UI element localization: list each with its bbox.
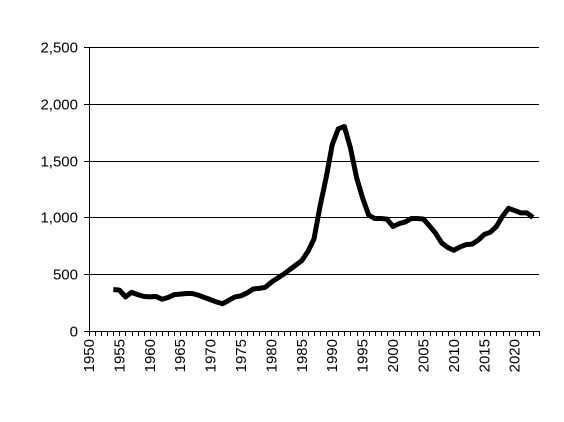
x-tick-label: 1975 <box>233 339 250 372</box>
x-tick-label: 2010 <box>446 339 463 372</box>
x-tick-label: 1960 <box>142 339 159 372</box>
gridlines <box>89 47 539 275</box>
x-tick-label: 2020 <box>507 339 524 372</box>
x-tick-label: 1990 <box>324 339 341 372</box>
y-tick-label: 500 <box>53 267 78 284</box>
x-tick-label: 2015 <box>476 339 493 372</box>
series-layer <box>113 124 535 307</box>
x-tick-label: 1970 <box>203 339 220 372</box>
x-tick-label: 1980 <box>263 339 280 372</box>
x-tick-label: 1965 <box>172 339 189 372</box>
y-tick-label: 1,000 <box>40 210 78 227</box>
tick-labels: 0 500 1,000 1,500 2,000 2,500 1950 1955 1960 1965… <box>40 40 523 373</box>
x-tick-label: 1995 <box>355 339 372 372</box>
series-line <box>113 124 535 307</box>
x-tick-label: 1955 <box>111 339 128 372</box>
axes <box>84 47 540 336</box>
y-tick-label: 0 <box>70 324 78 341</box>
x-tick-label: 2000 <box>385 339 402 372</box>
x-tick-label: 1950 <box>81 339 98 372</box>
y-tick-label: 2,000 <box>40 97 78 114</box>
y-tick-label: 2,500 <box>40 40 78 57</box>
y-tick-label: 1,500 <box>40 154 78 171</box>
x-tick-label: 1985 <box>294 339 311 372</box>
x-tick-label: 2005 <box>415 339 432 372</box>
